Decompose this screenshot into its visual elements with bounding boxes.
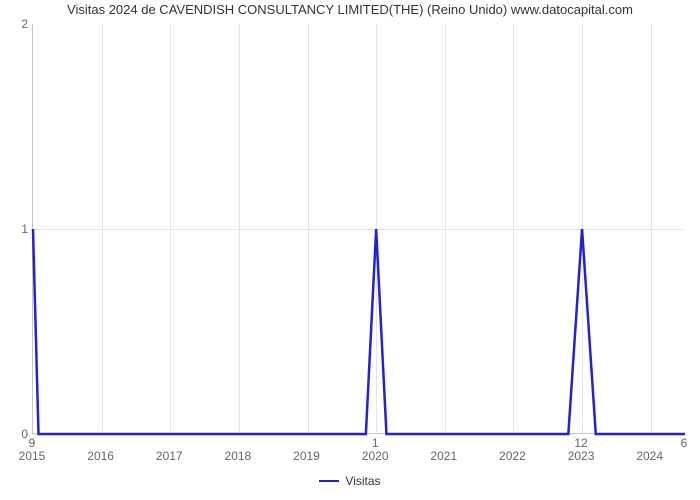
x-tick-label: 2023 (568, 449, 595, 463)
x-tick-label: 2017 (156, 449, 183, 463)
visits-chart: Visitas 2024 de CAVENDISH CONSULTANCY LI… (0, 0, 700, 500)
x-tick-label: 2016 (87, 449, 114, 463)
x-secondary-label: 9 (29, 436, 36, 450)
x-secondary-label: 6 (681, 436, 688, 450)
x-tick-label: 2021 (430, 449, 457, 463)
plot-area (32, 24, 684, 434)
chart-title: Visitas 2024 de CAVENDISH CONSULTANCY LI… (0, 2, 700, 17)
x-tick-label: 2024 (636, 449, 663, 463)
x-secondary-label: 12 (574, 436, 587, 450)
legend-item-visitas: Visitas (319, 474, 380, 488)
legend: Visitas (0, 470, 700, 488)
x-tick-label: 2019 (293, 449, 320, 463)
x-tick-label: 2015 (19, 449, 46, 463)
line-series (33, 24, 685, 434)
legend-swatch (319, 480, 339, 482)
x-tick-label: 2022 (499, 449, 526, 463)
x-tick-label: 2020 (362, 449, 389, 463)
y-tick-label: 1 (4, 222, 28, 236)
legend-label: Visitas (345, 474, 380, 488)
x-secondary-label: 1 (372, 436, 379, 450)
x-tick-label: 2018 (225, 449, 252, 463)
y-tick-label: 2 (4, 17, 28, 31)
y-tick-label: 0 (4, 427, 28, 441)
